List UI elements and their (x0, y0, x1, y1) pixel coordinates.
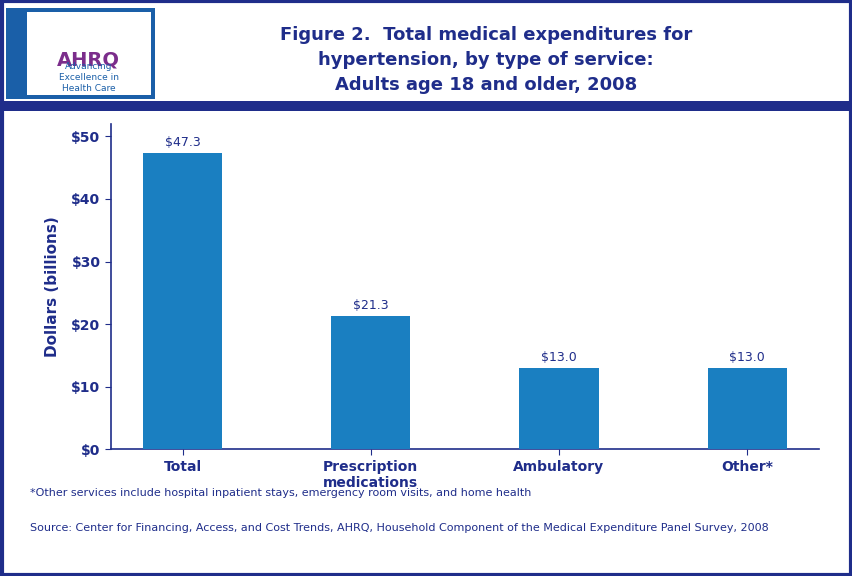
Text: Advancing
Excellence in
Health Care: Advancing Excellence in Health Care (59, 62, 118, 93)
Bar (519, 368, 598, 449)
Bar (331, 316, 410, 449)
Text: $13.0: $13.0 (540, 351, 576, 364)
Text: $21.3: $21.3 (353, 299, 389, 312)
Y-axis label: Dollars (billions): Dollars (billions) (45, 216, 60, 357)
Text: Source: Center for Financing, Access, and Cost Trends, AHRQ, Household Component: Source: Center for Financing, Access, an… (30, 523, 768, 533)
Bar (707, 368, 786, 449)
Text: *Other services include hospital inpatient stays, emergency room visits, and hom: *Other services include hospital inpatie… (30, 488, 531, 498)
Text: Figure 2.  Total medical expenditures for
hypertension, by type of service:
Adul: Figure 2. Total medical expenditures for… (279, 26, 692, 94)
Text: AHRQ: AHRQ (57, 51, 120, 70)
Bar (143, 153, 222, 449)
Text: $47.3: $47.3 (164, 137, 200, 150)
Text: $13.0: $13.0 (728, 351, 764, 364)
